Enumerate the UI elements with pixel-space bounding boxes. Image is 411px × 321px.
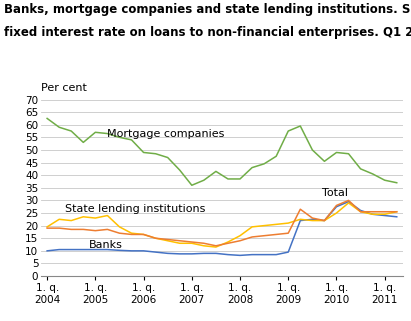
Text: Total: Total (322, 188, 348, 198)
Text: Per cent: Per cent (41, 83, 87, 93)
Text: Banks: Banks (89, 239, 123, 249)
Text: Mortgage companies: Mortgage companies (107, 128, 225, 139)
Text: State lending institutions: State lending institutions (65, 204, 206, 214)
Text: fixed interest rate on loans to non-financial enterprises. Q1 2004–Q2 2011: fixed interest rate on loans to non-fina… (4, 26, 411, 39)
Text: Banks, mortgage companies and state lending institutions. Share of: Banks, mortgage companies and state lend… (4, 3, 411, 16)
